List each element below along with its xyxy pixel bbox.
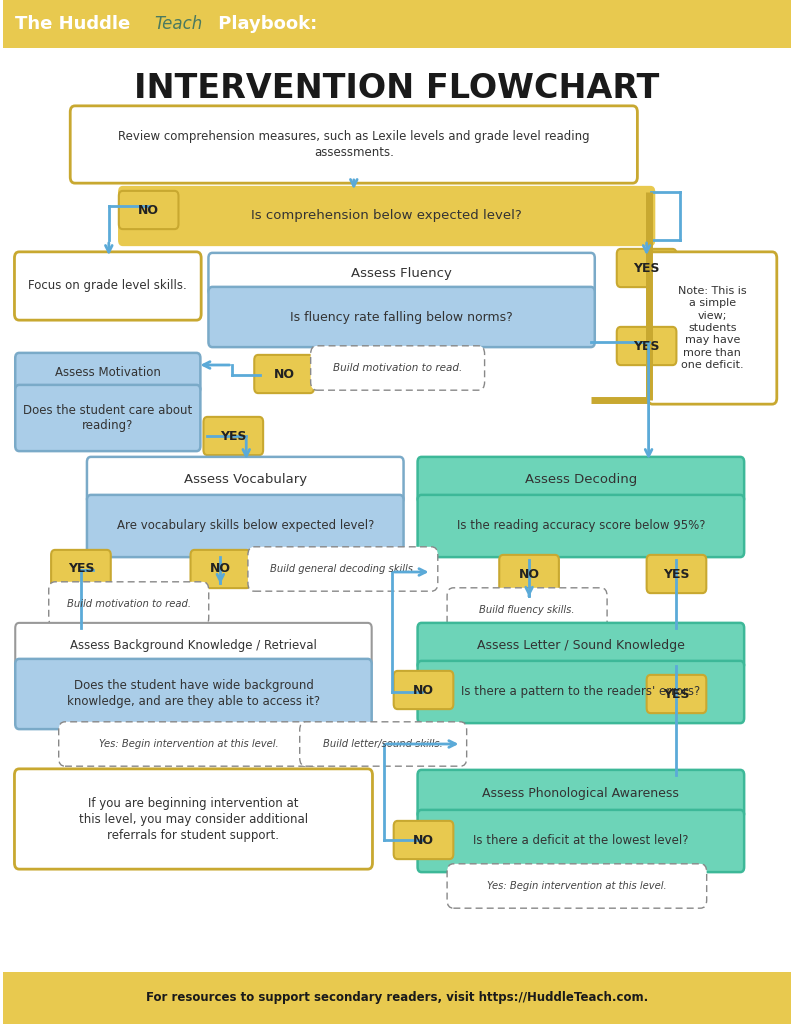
FancyBboxPatch shape — [418, 495, 744, 557]
Text: Assess Letter / Sound Knowledge: Assess Letter / Sound Knowledge — [477, 640, 685, 652]
FancyBboxPatch shape — [15, 353, 200, 393]
Text: Build general decoding skills.: Build general decoding skills. — [270, 564, 416, 574]
Text: Build motivation to read.: Build motivation to read. — [333, 362, 462, 373]
Text: Teach: Teach — [154, 15, 202, 33]
FancyBboxPatch shape — [499, 555, 559, 593]
Text: Is fluency rate falling below norms?: Is fluency rate falling below norms? — [290, 310, 513, 324]
Text: YES: YES — [663, 567, 690, 581]
FancyBboxPatch shape — [191, 550, 250, 588]
Text: Review comprehension measures, such as Lexile levels and grade level reading
ass: Review comprehension measures, such as L… — [118, 130, 589, 159]
FancyBboxPatch shape — [394, 821, 453, 859]
FancyBboxPatch shape — [14, 769, 373, 869]
Text: Yes: Begin intervention at this level.: Yes: Begin intervention at this level. — [99, 739, 278, 749]
FancyBboxPatch shape — [3, 0, 791, 48]
FancyBboxPatch shape — [418, 457, 744, 503]
FancyBboxPatch shape — [646, 675, 706, 713]
FancyBboxPatch shape — [51, 550, 111, 588]
FancyBboxPatch shape — [300, 722, 467, 766]
FancyBboxPatch shape — [418, 660, 744, 723]
Text: The Huddle: The Huddle — [15, 15, 131, 33]
Text: Is there a deficit at the lowest level?: Is there a deficit at the lowest level? — [473, 835, 689, 848]
FancyBboxPatch shape — [59, 722, 318, 766]
Text: Is the reading accuracy score below 95%?: Is the reading accuracy score below 95%? — [456, 519, 705, 532]
FancyBboxPatch shape — [447, 588, 607, 632]
FancyBboxPatch shape — [70, 105, 638, 183]
Text: Are vocabulary skills below expected level?: Are vocabulary skills below expected lev… — [116, 519, 374, 532]
Text: YES: YES — [634, 261, 660, 274]
Text: NO: NO — [413, 683, 434, 696]
Text: Build motivation to read.: Build motivation to read. — [66, 599, 191, 609]
Text: Note: This is
a simple
view;
students
may have
more than
one deficit.: Note: This is a simple view; students ma… — [678, 286, 747, 371]
Text: YES: YES — [634, 340, 660, 352]
FancyBboxPatch shape — [254, 355, 314, 393]
Text: YES: YES — [663, 687, 690, 700]
Text: NO: NO — [413, 834, 434, 847]
FancyBboxPatch shape — [617, 327, 676, 366]
Text: Assess Phonological Awareness: Assess Phonological Awareness — [483, 787, 679, 801]
FancyBboxPatch shape — [15, 385, 200, 452]
FancyBboxPatch shape — [15, 623, 372, 667]
FancyBboxPatch shape — [311, 346, 485, 390]
Text: YES: YES — [68, 562, 94, 575]
Text: Build letter/sound skills.: Build letter/sound skills. — [324, 739, 443, 749]
Text: For resources to support secondary readers, visit https://HuddleTeach.com.: For resources to support secondary reade… — [146, 991, 648, 1005]
FancyBboxPatch shape — [447, 864, 706, 908]
Text: YES: YES — [220, 429, 247, 442]
Text: Playbook:: Playbook: — [213, 15, 318, 33]
FancyBboxPatch shape — [646, 555, 706, 593]
FancyBboxPatch shape — [87, 457, 403, 503]
Text: Build fluency skills.: Build fluency skills. — [479, 605, 575, 615]
FancyBboxPatch shape — [118, 186, 655, 246]
FancyBboxPatch shape — [418, 770, 744, 818]
Text: Does the student care about
reading?: Does the student care about reading? — [23, 403, 192, 432]
FancyBboxPatch shape — [87, 495, 403, 557]
Text: NO: NO — [138, 204, 159, 216]
FancyBboxPatch shape — [648, 252, 777, 404]
FancyBboxPatch shape — [209, 287, 595, 347]
FancyBboxPatch shape — [418, 810, 744, 872]
FancyBboxPatch shape — [15, 658, 372, 729]
Text: Assess Fluency: Assess Fluency — [351, 267, 452, 281]
Text: Yes: Begin intervention at this level.: Yes: Begin intervention at this level. — [487, 881, 667, 891]
FancyBboxPatch shape — [248, 547, 437, 591]
FancyBboxPatch shape — [209, 253, 595, 295]
Text: NO: NO — [519, 567, 539, 581]
FancyBboxPatch shape — [49, 582, 209, 627]
Text: Assess Vocabulary: Assess Vocabulary — [184, 473, 307, 486]
FancyBboxPatch shape — [3, 972, 791, 1024]
FancyBboxPatch shape — [394, 671, 453, 709]
FancyBboxPatch shape — [203, 417, 263, 455]
Text: Assess Decoding: Assess Decoding — [524, 473, 637, 486]
Text: Is comprehension below expected level?: Is comprehension below expected level? — [252, 210, 522, 222]
FancyBboxPatch shape — [617, 249, 676, 287]
Text: If you are beginning intervention at
this level, you may consider additional
ref: If you are beginning intervention at thi… — [79, 797, 308, 842]
Text: Does the student have wide background
knowledge, and are they able to access it?: Does the student have wide background kn… — [67, 680, 320, 709]
FancyBboxPatch shape — [14, 252, 201, 321]
Text: Assess Motivation: Assess Motivation — [55, 367, 161, 380]
Text: INTERVENTION FLOWCHART: INTERVENTION FLOWCHART — [134, 72, 659, 104]
Text: Assess Background Knowledge / Retrieval: Assess Background Knowledge / Retrieval — [70, 639, 317, 651]
Text: NO: NO — [210, 562, 231, 575]
Text: Focus on grade level skills.: Focus on grade level skills. — [28, 280, 187, 293]
FancyBboxPatch shape — [119, 190, 179, 229]
Text: Is there a pattern to the readers' errors?: Is there a pattern to the readers' error… — [461, 685, 701, 698]
FancyBboxPatch shape — [418, 623, 744, 669]
Text: NO: NO — [274, 368, 294, 381]
